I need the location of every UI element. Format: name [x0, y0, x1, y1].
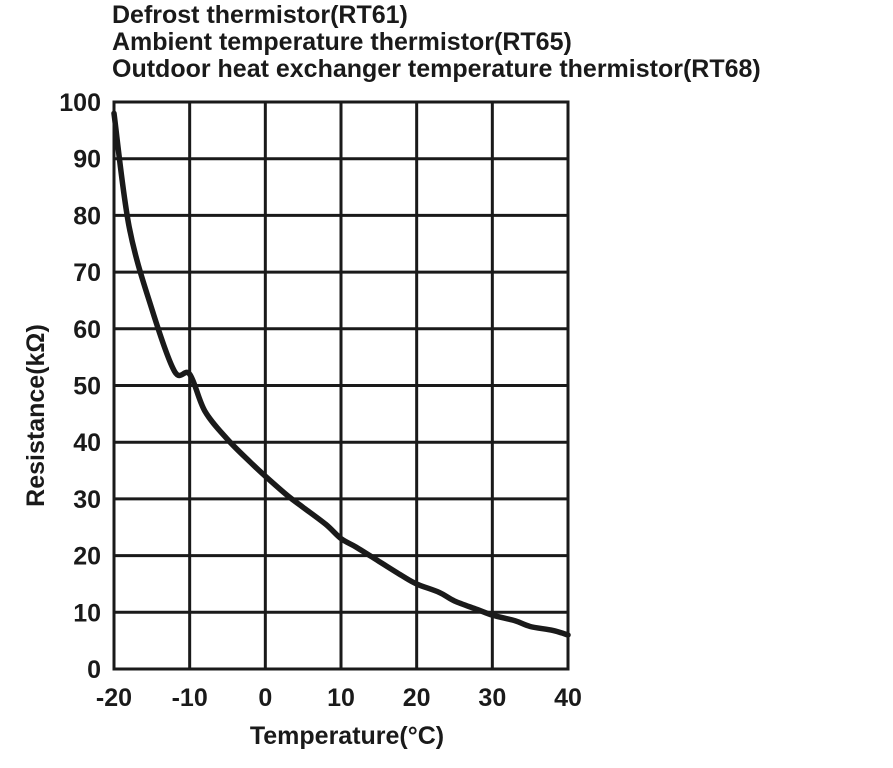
x-tick-label: 30 — [478, 684, 506, 712]
y-axis-label: Resistance(kΩ) — [22, 324, 50, 507]
y-tick-label: 100 — [59, 89, 101, 117]
y-tick-labels: 0 10 20 30 40 50 60 70 80 90 100 — [59, 89, 101, 684]
y-tick-label: 60 — [73, 316, 101, 344]
chart-title-line-2: Ambient temperature thermistor(RT65) — [112, 28, 572, 56]
x-axis-label: Temperature(°C) — [250, 722, 444, 750]
x-tick-label: -20 — [96, 684, 132, 712]
x-tick-label: 10 — [327, 684, 355, 712]
y-tick-label: 50 — [73, 373, 101, 401]
x-tick-label: 0 — [258, 684, 272, 712]
y-tick-label: 90 — [73, 146, 101, 174]
y-tick-label: 80 — [73, 202, 101, 230]
resistance-curve — [111, 110, 571, 638]
x-tick-labels: -20 -10 0 10 20 30 40 — [96, 684, 582, 712]
y-tick-label: 30 — [73, 486, 101, 514]
y-tick-label: 20 — [73, 543, 101, 571]
chart-title-block: Defrost thermistor(RT61) Ambient tempera… — [112, 2, 761, 83]
plot-frame — [112, 100, 570, 671]
chart-title-line-3: Outdoor heat exchanger temperature therm… — [112, 55, 761, 83]
y-tick-label: 0 — [87, 656, 101, 684]
y-tick-label: 40 — [73, 429, 101, 457]
y-tick-label: 10 — [73, 599, 101, 627]
x-tick-label: -10 — [172, 684, 208, 712]
grid-lines — [114, 102, 568, 669]
chart-title-line-1: Defrost thermistor(RT61) — [112, 1, 408, 29]
x-tick-label: 20 — [403, 684, 431, 712]
y-tick-label: 70 — [73, 259, 101, 287]
x-tick-label: 40 — [554, 684, 582, 712]
